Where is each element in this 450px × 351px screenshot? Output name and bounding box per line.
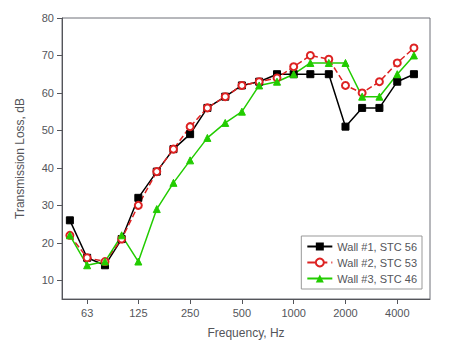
svg-text:Wall #1, STC 56: Wall #1, STC 56: [337, 241, 417, 253]
svg-text:63: 63: [81, 307, 93, 319]
svg-text:20: 20: [42, 237, 54, 249]
svg-text:70: 70: [42, 49, 54, 61]
svg-text:50: 50: [42, 124, 54, 136]
svg-text:Wall #3, STC 46: Wall #3, STC 46: [337, 273, 417, 285]
svg-text:4000: 4000: [385, 307, 409, 319]
svg-text:30: 30: [42, 199, 54, 211]
svg-text:2000: 2000: [333, 307, 357, 319]
svg-text:125: 125: [129, 307, 147, 319]
svg-text:60: 60: [42, 87, 54, 99]
svg-text:250: 250: [181, 307, 199, 319]
svg-text:40: 40: [42, 162, 54, 174]
svg-text:Transmission Loss, dB: Transmission Loss, dB: [13, 98, 27, 219]
svg-text:80: 80: [42, 12, 54, 24]
svg-text:10: 10: [42, 274, 54, 286]
svg-text:Frequency, Hz: Frequency, Hz: [207, 326, 284, 340]
svg-text:500: 500: [233, 307, 251, 319]
svg-text:Wall #2, STC 53: Wall #2, STC 53: [337, 257, 417, 269]
svg-text:1000: 1000: [281, 307, 305, 319]
